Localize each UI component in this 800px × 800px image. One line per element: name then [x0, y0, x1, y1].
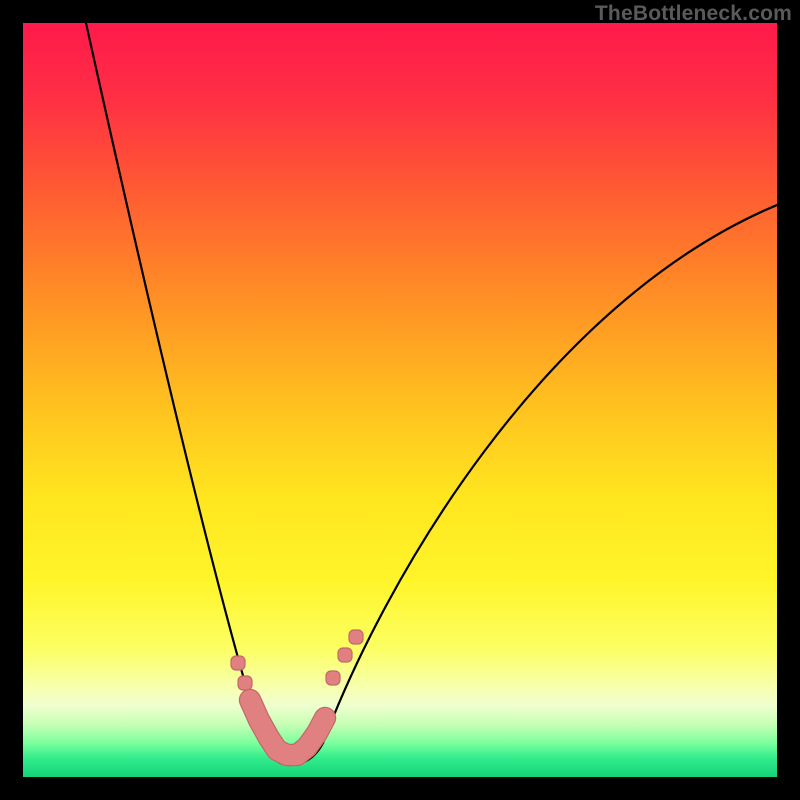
data-marker — [231, 656, 245, 670]
plot-area — [23, 23, 777, 777]
watermark-text: TheBottleneck.com — [595, 2, 792, 26]
curve-right-branch — [323, 205, 777, 743]
data-marker — [338, 648, 352, 662]
figure-canvas: TheBottleneck.com — [0, 0, 800, 800]
data-marker — [326, 671, 340, 685]
curve-left-branch — [86, 23, 263, 743]
data-marker — [238, 676, 252, 690]
curve-layer — [23, 23, 777, 777]
data-marker-bar — [250, 700, 325, 755]
data-marker — [349, 630, 363, 644]
